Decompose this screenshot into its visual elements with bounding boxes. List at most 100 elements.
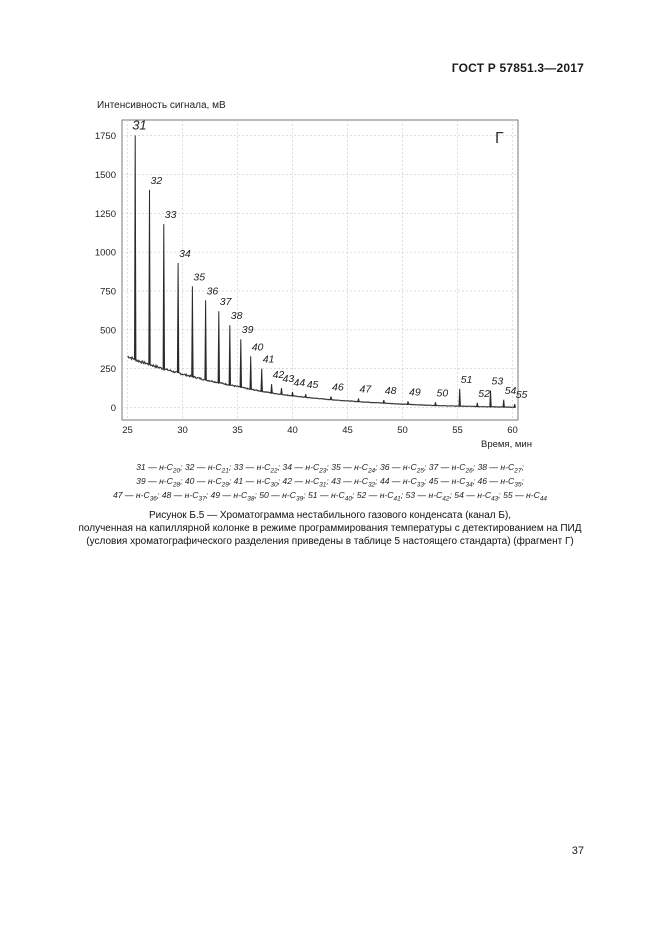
legend-carbon-subscript: 30	[270, 481, 278, 489]
legend-compound-name: н-С	[330, 490, 345, 500]
y-tick-label: 1500	[95, 170, 116, 181]
peak-35	[191, 286, 194, 377]
peak-40	[249, 356, 252, 390]
legend-peak-number: 42	[282, 476, 292, 486]
peak-label-50: 50	[437, 387, 449, 399]
peak-53	[489, 390, 492, 407]
y-tick-labels: 0 250 500 750 1000 1250 1500 1750	[95, 131, 116, 414]
peak-label-41: 41	[263, 354, 275, 366]
peak-46	[329, 396, 333, 400]
legend-peak-number: 55	[503, 490, 513, 500]
legend-entry-35: 35 — н-С24;	[331, 462, 380, 475]
chromatogram-chart: 0 250 500 750 1000 1250 1500 1750 25 30 35 40 45 50 5…	[95, 100, 532, 450]
page-number: 37	[571, 845, 584, 857]
legend-peak-number: 49	[210, 490, 221, 500]
peak-52	[476, 402, 479, 407]
legend-carbon-subscript: 28	[172, 481, 181, 489]
legend-compound-name: н-С	[233, 490, 248, 500]
legend-entry-33: 33 — н-С22;	[233, 462, 283, 475]
legend-entry-41: 41 — н-С30;	[233, 476, 283, 489]
peak-42	[270, 384, 273, 394]
legend-line-1: 31 — н-С20; 32 — н-С21; 33 — н-С22; 34 —…	[60, 462, 600, 475]
peak-43	[280, 388, 283, 395]
legend-carbon-subscript: 36	[149, 495, 157, 503]
legend-entry-36: 36 — н-С25;	[379, 462, 429, 475]
peak-label-34: 34	[179, 248, 191, 260]
legend-carbon-subscript: 39	[295, 495, 304, 503]
legend-peak-number: 35	[331, 462, 341, 472]
peak-label-45: 45	[307, 379, 319, 391]
legend-peak-number: 32	[184, 462, 195, 472]
legend-entry-44: 44 — н-С33;	[379, 476, 429, 489]
peak-label-46: 46	[332, 382, 344, 394]
legend-carbon-subscript: 26	[465, 467, 473, 475]
legend-carbon-subscript: 20	[172, 467, 181, 475]
legend-carbon-subscript: 25	[416, 467, 424, 475]
peak-51	[458, 388, 461, 407]
legend-compound-name: н-С	[207, 462, 222, 472]
peak-label-31: 31	[132, 118, 146, 133]
y-tick-label: 250	[100, 364, 116, 375]
x-tick-label: 30	[177, 425, 188, 436]
peak-label-44: 44	[294, 377, 306, 389]
y-tick-label: 0	[111, 403, 116, 414]
panel-label: Г	[495, 130, 504, 147]
legend-entry-52: 52 — н-С41;	[356, 490, 406, 503]
legend-compound-name: н-С	[135, 490, 150, 500]
legend-entry-34: 34 — н-С23;	[282, 462, 332, 475]
peak-48	[382, 399, 385, 404]
y-tick-label: 1000	[95, 248, 116, 259]
legend-peak-number: 54	[454, 490, 464, 500]
legend-carbon-subscript: 37	[198, 495, 206, 503]
legend-entry-54: 54 — н-С43;	[454, 490, 504, 503]
x-tick-label: 50	[397, 425, 408, 436]
figure-caption-line-3: (условия хроматографического разделения …	[86, 536, 574, 547]
peak-33	[162, 224, 165, 369]
legend-compound-name: н-С	[282, 490, 296, 500]
x-axis-label: Время, мин	[481, 439, 532, 450]
legend-compound-name: н-С	[500, 462, 515, 472]
y-tick-label: 750	[100, 286, 116, 297]
plot-frame	[121, 119, 519, 421]
legend-carbon-subscript: 24	[367, 467, 376, 475]
figure-caption-title: Рисунок Б.5 — Хроматограмма нестабильног…	[148, 510, 512, 521]
peak-label-38: 38	[231, 310, 243, 322]
peak-label-55: 55	[516, 389, 528, 401]
legend-entry-47: 47 — н-С36;	[112, 490, 162, 503]
peak-39	[239, 339, 242, 388]
legend-compound-name: н-С	[184, 490, 199, 500]
chromatogram-trace	[127, 135, 516, 408]
legend-line-3: 47 — н-С36; 48 — н-С37; 49 — н-С38; 50 —…	[60, 490, 600, 503]
standard-header: ГОСТ Р 57851.3—2017	[451, 61, 584, 75]
x-tick-label: 40	[287, 425, 298, 436]
legend-peak-number: 39	[136, 476, 146, 486]
legend-carbon-subscript: 32	[367, 481, 376, 489]
peak-38	[228, 325, 231, 385]
legend-entry-37: 37 — н-С26;	[428, 462, 478, 475]
legend-entry-40: 40 — н-С29;	[184, 476, 234, 489]
legend-entry-55: 55 — н-С44	[503, 490, 548, 503]
legend-entry-31: 31 — н-С20;	[136, 462, 185, 475]
y-tick-label: 500	[100, 325, 116, 336]
legend-compound-name: н-С	[159, 462, 173, 472]
legend-peak-number: 52	[356, 490, 367, 500]
peak-54	[502, 399, 505, 408]
peak-44	[291, 391, 294, 396]
peak-55	[513, 403, 516, 408]
peak-45	[304, 394, 307, 398]
legend-line-2: 39 — н-С28; 40 — н-С29; 41 — н-С30; 42 —…	[60, 476, 600, 489]
legend-carbon-subscript: 27	[514, 467, 522, 475]
peak-label-43: 43	[283, 373, 295, 385]
peak-32	[148, 189, 151, 365]
peak-34	[176, 262, 180, 373]
peak-41	[260, 368, 263, 392]
legend-entry-32: 32 — н-С21;	[184, 462, 234, 475]
legend-peak-number: 48	[161, 490, 172, 500]
legend-carbon-subscript: 34	[465, 481, 473, 489]
legend-peak-number: 33	[233, 462, 244, 472]
legend-compound-name: н-С	[526, 490, 540, 500]
legend-compound-name: н-С	[207, 476, 222, 486]
legend-entry-45: 45 — н-С34;	[428, 476, 478, 489]
legend-peak-number: 37	[428, 462, 439, 472]
legend-carbon-subscript: 35	[514, 481, 522, 489]
